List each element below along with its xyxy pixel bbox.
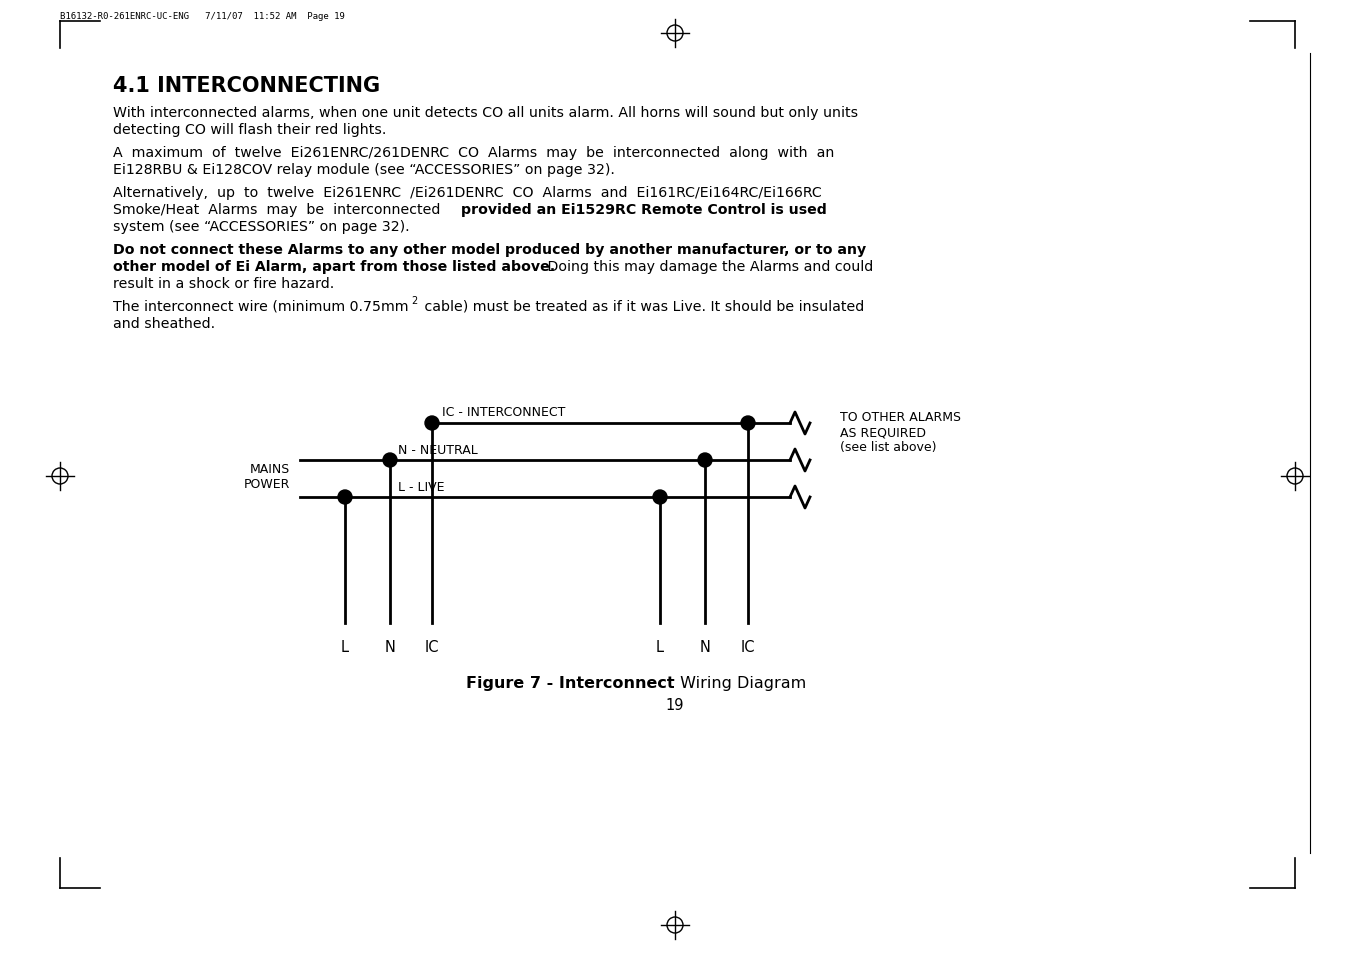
Text: other model of Ei Alarm, apart from those listed above.: other model of Ei Alarm, apart from thos… bbox=[113, 260, 555, 274]
Text: The interconnect wire (minimum 0.75mm: The interconnect wire (minimum 0.75mm bbox=[113, 299, 408, 314]
Text: L: L bbox=[657, 639, 663, 655]
Text: N: N bbox=[385, 639, 396, 655]
Circle shape bbox=[338, 491, 353, 504]
Text: IC - INTERCONNECT: IC - INTERCONNECT bbox=[442, 406, 565, 418]
Circle shape bbox=[382, 454, 397, 468]
Text: Wiring Diagram: Wiring Diagram bbox=[676, 676, 807, 690]
Text: N: N bbox=[700, 639, 711, 655]
Text: N - NEUTRAL: N - NEUTRAL bbox=[399, 443, 478, 456]
Text: detecting CO will flash their red lights.: detecting CO will flash their red lights… bbox=[113, 123, 386, 137]
Circle shape bbox=[740, 416, 755, 431]
Text: L: L bbox=[340, 639, 349, 655]
Text: Ei128RBU & Ei128COV relay module (see “ACCESSORIES” on page 32).: Ei128RBU & Ei128COV relay module (see “A… bbox=[113, 163, 615, 177]
Text: Figure 7 - Interconnect: Figure 7 - Interconnect bbox=[466, 676, 676, 690]
Text: Alternatively,  up  to  twelve  Ei261ENRC  /Ei261DENRC  CO  Alarms  and  Ei161RC: Alternatively, up to twelve Ei261ENRC /E… bbox=[113, 186, 821, 200]
Circle shape bbox=[653, 491, 667, 504]
Text: 2: 2 bbox=[411, 295, 417, 306]
Text: 4.1 INTERCONNECTING: 4.1 INTERCONNECTING bbox=[113, 76, 380, 96]
Text: provided an Ei1529RC Remote Control is used: provided an Ei1529RC Remote Control is u… bbox=[461, 203, 827, 216]
Circle shape bbox=[698, 454, 712, 468]
Text: MAINS
POWER: MAINS POWER bbox=[243, 463, 290, 491]
Text: IC: IC bbox=[424, 639, 439, 655]
Text: Do not connect these Alarms to any other model produced by another manufacturer,: Do not connect these Alarms to any other… bbox=[113, 243, 866, 256]
Text: 19: 19 bbox=[666, 698, 684, 712]
Text: With interconnected alarms, when one unit detects CO all units alarm. All horns : With interconnected alarms, when one uni… bbox=[113, 106, 858, 120]
Text: result in a shock or fire hazard.: result in a shock or fire hazard. bbox=[113, 276, 334, 291]
Text: and sheathed.: and sheathed. bbox=[113, 316, 215, 331]
Text: Doing this may damage the Alarms and could: Doing this may damage the Alarms and cou… bbox=[543, 260, 873, 274]
Text: Smoke/Heat  Alarms  may  be  interconnected: Smoke/Heat Alarms may be interconnected bbox=[113, 203, 444, 216]
Text: B16132-R0-261ENRC-UC-ENG   7/11/07  11:52 AM  Page 19: B16132-R0-261ENRC-UC-ENG 7/11/07 11:52 A… bbox=[59, 12, 345, 21]
Text: system (see “ACCESSORIES” on page 32).: system (see “ACCESSORIES” on page 32). bbox=[113, 220, 409, 233]
Circle shape bbox=[426, 416, 439, 431]
Text: A  maximum  of  twelve  Ei261ENRC/261DENRC  CO  Alarms  may  be  interconnected : A maximum of twelve Ei261ENRC/261DENRC C… bbox=[113, 146, 835, 160]
Text: TO OTHER ALARMS
AS REQUIRED
(see list above): TO OTHER ALARMS AS REQUIRED (see list ab… bbox=[840, 411, 961, 454]
Text: L - LIVE: L - LIVE bbox=[399, 480, 444, 494]
Text: cable) must be treated as if it was Live. It should be insulated: cable) must be treated as if it was Live… bbox=[420, 299, 865, 314]
Text: IC: IC bbox=[740, 639, 755, 655]
